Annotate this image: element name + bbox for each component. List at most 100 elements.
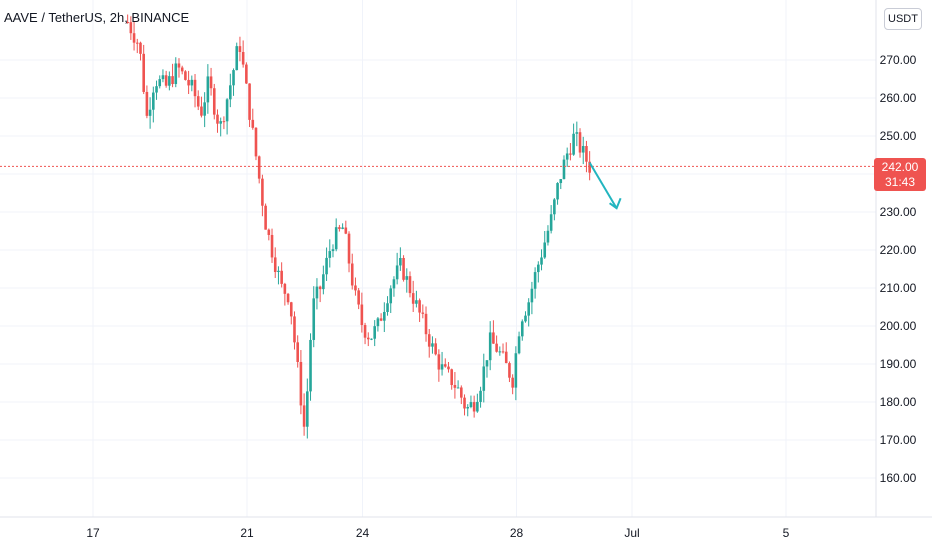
candle-body xyxy=(357,290,360,305)
candle-body xyxy=(421,312,425,314)
candle-body xyxy=(135,42,139,44)
y-tick-label: 160.00 xyxy=(880,471,917,485)
candle-body xyxy=(559,179,563,184)
candle-body xyxy=(460,387,463,398)
candle-body xyxy=(569,153,572,155)
candle-body xyxy=(556,183,559,200)
projection-arrow xyxy=(588,162,622,210)
candle-body xyxy=(190,79,194,86)
candle-body xyxy=(248,83,251,120)
candle-body xyxy=(229,85,232,100)
candle-body xyxy=(443,364,447,367)
candle-body xyxy=(456,387,460,389)
candle-body xyxy=(520,321,524,337)
candle-body xyxy=(411,293,415,304)
candle-body xyxy=(360,304,364,326)
currency-button[interactable]: USDT xyxy=(884,8,922,30)
candle-body xyxy=(289,302,293,317)
candle-body xyxy=(389,288,393,304)
chart-title: AAVE / TetherUS, 2h, BINANCE xyxy=(4,10,190,25)
candle-body xyxy=(549,214,553,231)
candle-body xyxy=(418,300,421,313)
candle-body xyxy=(318,286,322,290)
candle-body xyxy=(543,242,547,258)
candle-body xyxy=(498,351,502,353)
x-tick-label: 24 xyxy=(356,526,370,540)
candle-body xyxy=(238,46,242,52)
candle-body xyxy=(261,178,264,206)
candle-body xyxy=(363,325,367,338)
candle-body xyxy=(222,121,226,123)
candle-body xyxy=(466,407,470,409)
candle-body xyxy=(514,353,518,388)
candle-body xyxy=(338,227,341,229)
candle-body xyxy=(469,402,473,408)
x-tick-label: 17 xyxy=(86,526,100,540)
candle-body xyxy=(331,249,335,252)
candle-body xyxy=(328,251,332,258)
y-tick-label: 170.00 xyxy=(880,433,917,447)
y-axis-ticks: 160.00 170.00 180.00 190.00 200.00 210.00 220.… xyxy=(880,53,917,485)
candle-body xyxy=(405,276,409,280)
candle-body xyxy=(161,75,165,80)
candle-body xyxy=(187,79,190,86)
candle-body xyxy=(440,364,444,370)
candle-body xyxy=(251,119,255,128)
candle-body xyxy=(270,234,274,258)
candle-body xyxy=(139,42,142,54)
candle-body xyxy=(578,132,582,153)
candle-body xyxy=(524,315,527,322)
candle-body xyxy=(164,75,168,86)
candle-body xyxy=(366,337,370,340)
y-tick-label: 200.00 xyxy=(880,319,917,333)
candle-body xyxy=(145,91,149,116)
candle-body xyxy=(200,106,203,116)
candle-body xyxy=(585,146,588,162)
candle-body xyxy=(334,227,338,250)
candle-body xyxy=(286,293,290,303)
candle-body xyxy=(325,257,328,275)
y-tick-label: 210.00 xyxy=(880,281,917,295)
candle-body xyxy=(533,272,537,289)
candle-body xyxy=(142,53,145,92)
y-tick-label: 250.00 xyxy=(880,129,917,143)
candle-body xyxy=(216,114,219,124)
candle-body xyxy=(341,227,344,229)
candle-body xyxy=(373,326,376,339)
candle-body xyxy=(399,257,402,266)
candle-body xyxy=(562,159,566,180)
candle-body xyxy=(354,285,357,291)
candle-body xyxy=(588,161,591,173)
candle-body xyxy=(530,288,534,303)
candle-body xyxy=(245,64,248,84)
candle-body xyxy=(527,302,530,316)
candle-body xyxy=(155,86,158,93)
candle-body xyxy=(344,227,348,234)
x-axis-ticks: 17 21 24 28 Jul 5 xyxy=(86,526,789,540)
candle-body xyxy=(488,332,492,361)
y-tick-label: 220.00 xyxy=(880,243,917,257)
candle-body xyxy=(184,71,187,80)
candle-body xyxy=(212,88,216,115)
candle-body xyxy=(392,279,396,289)
candle-body xyxy=(347,233,351,264)
candle-body xyxy=(553,199,556,215)
arrow-head xyxy=(609,197,622,210)
x-tick-label: 5 xyxy=(783,526,790,540)
candle-body xyxy=(482,366,486,391)
candle-body xyxy=(309,339,312,392)
candle-body xyxy=(148,109,152,116)
candle-body xyxy=(437,354,441,370)
candle-body xyxy=(219,121,222,124)
candle-body xyxy=(267,229,271,235)
candle-body xyxy=(546,230,550,243)
countdown-label: 31:43 xyxy=(884,175,916,189)
candle-body xyxy=(511,377,514,388)
candle-body xyxy=(312,298,316,340)
candle-body xyxy=(350,263,354,286)
candle-body xyxy=(152,92,155,110)
candle-body xyxy=(203,102,206,116)
candle-body xyxy=(581,146,585,153)
y-tick-label: 230.00 xyxy=(880,205,917,219)
